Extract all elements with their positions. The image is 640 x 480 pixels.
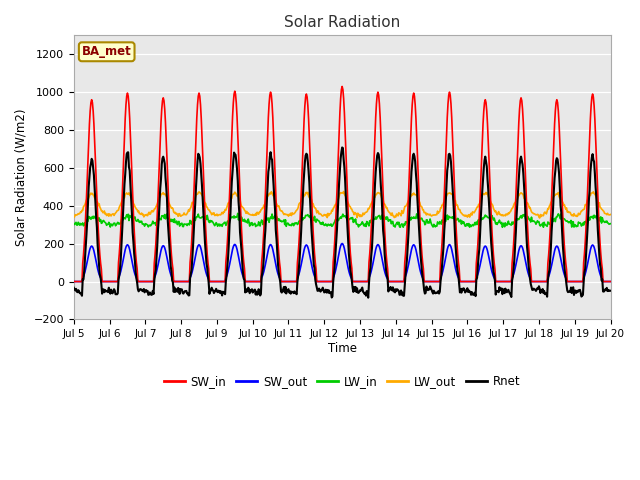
LW_out xyxy=(211,213,218,218)
Rnet xyxy=(334,210,342,216)
SW_in xyxy=(188,240,195,246)
Rnet xyxy=(559,242,566,248)
Rnet xyxy=(364,295,372,300)
LW_out xyxy=(70,215,77,220)
Rnet xyxy=(188,267,195,273)
LW_in xyxy=(188,221,195,227)
SW_out xyxy=(334,257,342,263)
SW_out xyxy=(188,271,195,277)
SW_out xyxy=(211,279,218,285)
LW_in xyxy=(559,216,566,221)
SW_in xyxy=(558,195,566,201)
SW_in xyxy=(334,169,342,175)
SW_in xyxy=(387,279,394,285)
SW_out xyxy=(387,279,394,285)
Line: LW_in: LW_in xyxy=(74,213,611,228)
Y-axis label: Solar Radiation (W/m2): Solar Radiation (W/m2) xyxy=(15,108,28,246)
Legend: SW_in, SW_out, LW_in, LW_out, Rnet: SW_in, SW_out, LW_in, LW_out, Rnet xyxy=(159,371,525,393)
Line: SW_out: SW_out xyxy=(74,243,611,282)
Rnet xyxy=(339,144,346,150)
LW_in xyxy=(335,218,342,224)
Title: Solar Radiation: Solar Radiation xyxy=(284,15,400,30)
SW_out xyxy=(607,279,614,285)
SW_in xyxy=(211,279,218,285)
LW_out xyxy=(188,202,195,208)
LW_in xyxy=(607,221,614,227)
SW_out xyxy=(70,279,77,285)
Rnet xyxy=(607,288,614,294)
LW_out xyxy=(387,212,394,217)
SW_in xyxy=(607,279,614,285)
SW_in xyxy=(70,279,77,285)
Rnet xyxy=(387,287,395,293)
X-axis label: Time: Time xyxy=(328,342,356,355)
SW_out xyxy=(339,240,346,246)
LW_in xyxy=(440,220,447,226)
SW_out xyxy=(558,263,566,268)
SW_in xyxy=(440,210,447,216)
Line: SW_in: SW_in xyxy=(74,86,611,282)
Rnet xyxy=(70,285,77,290)
Rnet xyxy=(440,228,448,233)
LW_in xyxy=(211,223,218,228)
Line: Rnet: Rnet xyxy=(74,147,611,298)
LW_out xyxy=(559,199,566,205)
LW_out xyxy=(440,200,447,205)
SW_in xyxy=(339,84,346,89)
Rnet xyxy=(211,289,218,295)
Line: LW_out: LW_out xyxy=(74,192,611,218)
Text: BA_met: BA_met xyxy=(82,45,132,58)
LW_out xyxy=(340,189,348,194)
LW_in xyxy=(70,220,77,226)
LW_in xyxy=(499,225,506,230)
LW_in xyxy=(234,210,242,216)
SW_out xyxy=(440,265,447,271)
LW_out xyxy=(536,215,543,221)
LW_out xyxy=(607,212,614,217)
LW_out xyxy=(334,197,342,203)
LW_in xyxy=(387,217,394,223)
